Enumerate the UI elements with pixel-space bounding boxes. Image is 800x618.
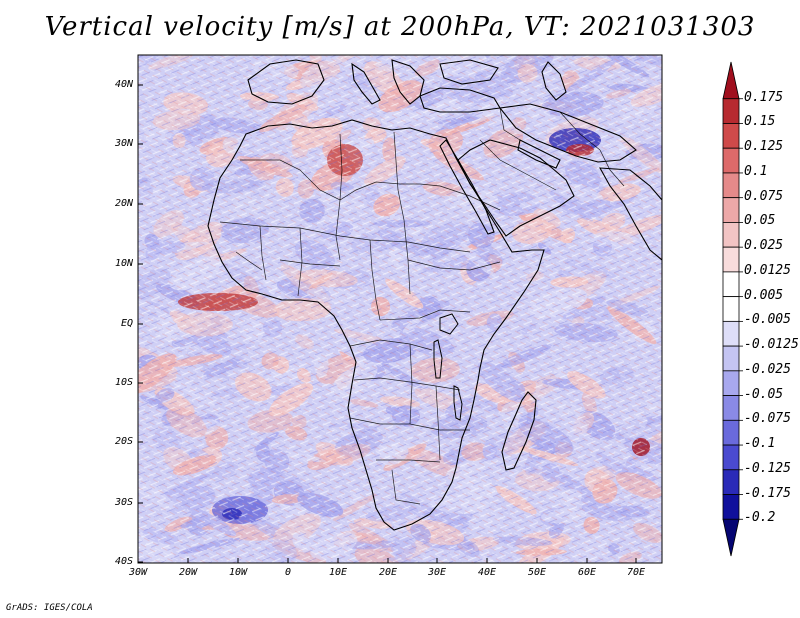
credit-text: GrADS: IGES/COLA <box>6 603 93 613</box>
colorbar-level-label: 0.05 <box>744 213 776 229</box>
colorbar-level-label: -0.0125 <box>744 337 799 353</box>
colorbar-level-label: -0.125 <box>744 460 791 476</box>
lon-label: 60E <box>577 567 597 578</box>
colorbar-segment <box>722 172 740 199</box>
iberia-coast <box>247 59 325 105</box>
colorbar-segment <box>722 370 740 396</box>
lon-label: 40E <box>477 567 497 578</box>
colorbar-level-label: -0.025 <box>744 361 791 377</box>
lat-label: 10N <box>114 258 133 269</box>
lon-label: 0 <box>284 567 292 578</box>
colorbar-level-label: 0.125 <box>744 139 784 155</box>
colorbar-level-label: 0.025 <box>744 238 784 254</box>
persian-gulf <box>517 139 561 169</box>
black-sea-coast <box>439 59 499 85</box>
colorbar-level-label: 0.005 <box>744 287 784 303</box>
balkans-coast <box>391 59 425 105</box>
colorbar-segment <box>722 469 740 495</box>
colorbar-segment <box>722 419 740 446</box>
colorbar-segment <box>722 345 740 372</box>
colorbar-segment <box>722 123 740 149</box>
lon-label: 10E <box>328 567 348 578</box>
lake-victoria <box>439 313 459 335</box>
colorbar-level-label: -0.05 <box>744 386 784 402</box>
lat-label: 10S <box>114 377 133 388</box>
coastlines <box>207 59 662 531</box>
lon-label: 20W <box>178 567 198 578</box>
caspian-coast <box>541 61 567 101</box>
lon-label: 30E <box>427 567 447 578</box>
colorbar-bottom-arrow <box>722 518 740 557</box>
lake-malawi <box>453 385 463 421</box>
colorbar-level-label: 0.175 <box>744 89 784 105</box>
lon-label: 70E <box>626 567 646 578</box>
colorbar-level-label: -0.175 <box>744 485 791 501</box>
axis-ticks <box>137 84 637 563</box>
lon-label: 20E <box>378 567 398 578</box>
lat-label: 30N <box>114 138 133 149</box>
colorbar-segment <box>722 320 740 347</box>
lat-label: 40S <box>114 556 133 567</box>
madagascar-coast <box>501 391 537 471</box>
colorbar-segment <box>722 296 740 322</box>
italy-coast <box>351 62 381 105</box>
colorbar-segment <box>722 222 740 248</box>
colorbar-segment <box>722 147 740 174</box>
lat-label: 20S <box>114 436 133 447</box>
lat-label: EQ <box>120 318 133 329</box>
colorbar-segment <box>722 395 740 421</box>
colorbar-segment <box>722 98 740 124</box>
colorbar-segment <box>722 246 740 273</box>
map-frame <box>137 54 663 564</box>
lon-label: 50E <box>527 567 547 578</box>
lon-label: 30W <box>128 567 148 578</box>
colorbar-segment <box>722 494 740 520</box>
colorbar-top-arrow <box>722 61 740 100</box>
india-coast <box>599 167 662 261</box>
lat-label: 20N <box>114 198 133 209</box>
field-layer <box>138 55 662 563</box>
lat-label: 40N <box>114 79 133 90</box>
lake-tanganyika <box>433 339 443 379</box>
africa-coast <box>207 119 545 531</box>
map-title: Vertical velocity [m/s] at 200hPa, VT: 2… <box>44 12 756 42</box>
lon-label: 10W <box>228 567 248 578</box>
colorbar-level-label: 0.15 <box>744 114 776 130</box>
colorbar-segment <box>722 444 740 471</box>
colorbar-level-label: -0.075 <box>744 411 791 427</box>
colorbar-segment <box>722 197 740 223</box>
colorbar-level-label: 0.1 <box>744 163 768 179</box>
colorbar-level-label: 0.0125 <box>744 262 791 278</box>
arabia-coast <box>457 139 575 237</box>
country-borders <box>219 107 625 505</box>
lakes <box>433 313 463 421</box>
colorbar-level-label: 0.075 <box>744 188 784 204</box>
red-sea <box>439 139 495 235</box>
colorbar-level-label: -0.1 <box>744 436 776 452</box>
colorbar <box>722 61 743 557</box>
colorbar-segment <box>722 271 740 298</box>
streak-texture-2 <box>138 55 662 563</box>
colorbar-level-label: -0.005 <box>744 312 791 328</box>
colorbar-level-label: -0.2 <box>744 510 776 526</box>
lat-label: 30S <box>114 497 133 508</box>
